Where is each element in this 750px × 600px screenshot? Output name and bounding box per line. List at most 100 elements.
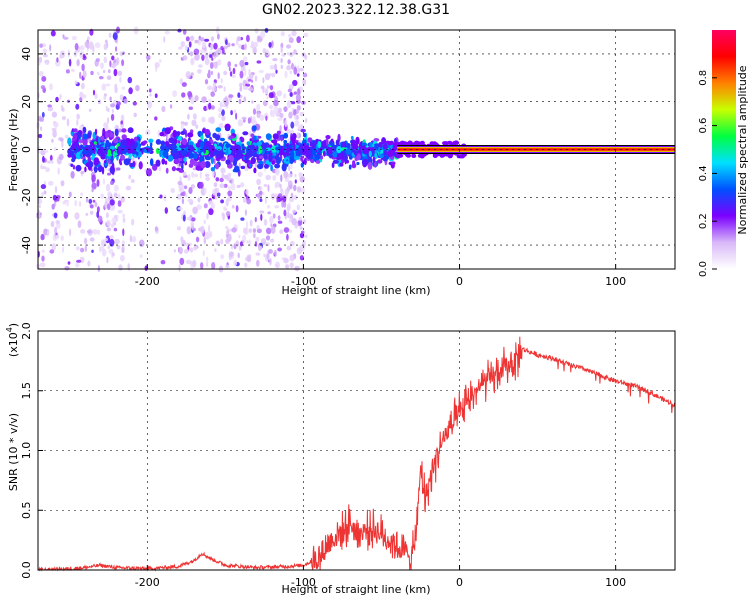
spectrogram-speckle — [245, 83, 251, 87]
spectrogram-speckle — [109, 235, 114, 239]
spectrogram-speckle — [183, 121, 188, 126]
spectrogram-speckle — [127, 263, 130, 271]
spectrogram-band-cell — [393, 138, 397, 144]
spectrogram-speckle — [270, 223, 273, 228]
spectrogram-speckle — [264, 87, 269, 95]
spectrogram-band-cell — [70, 144, 76, 151]
spectrogram-band-cell — [75, 146, 79, 153]
spectrogram-band-cell — [138, 161, 143, 170]
spectrogram-speckle — [277, 247, 282, 252]
spectrogram-speckle — [170, 187, 175, 194]
spectrogram-band-cell — [250, 133, 255, 138]
spectrogram-speckle — [100, 193, 104, 199]
spectrogram-speckle — [294, 114, 300, 121]
spectrogram-band-cell — [265, 147, 272, 152]
spectrogram-band-cell — [303, 133, 307, 138]
spectrogram-speckle — [259, 210, 265, 214]
spectrogram-speckle — [46, 230, 49, 237]
spectrogram-speckle — [286, 100, 292, 109]
spectrogram-band-cell — [372, 156, 376, 163]
spectrogram-band-cell — [331, 162, 335, 169]
spectrogram-speckle — [159, 59, 162, 63]
spectrogram-speckle — [179, 78, 183, 84]
spectrogram-speckle — [300, 187, 305, 194]
spectrogram-speckle — [188, 41, 192, 48]
spectrogram-speckle — [217, 33, 220, 40]
spectrogram-speckle — [248, 73, 254, 80]
spectrogram-speckle — [199, 37, 205, 42]
spectrogram-band-cell — [300, 155, 304, 162]
spectrogram-speckle — [277, 215, 281, 221]
spectrogram-speckle — [194, 95, 199, 102]
spectrogram-speckle — [103, 56, 108, 64]
spectrogram-band-cell — [149, 158, 154, 167]
spectrogram-speckle — [154, 93, 158, 98]
spectrogram-band-cell — [88, 148, 93, 156]
spectrogram-speckle — [96, 179, 100, 187]
spectrogram-speckle — [232, 67, 236, 75]
spectrogram-speckle — [237, 252, 240, 259]
spectrogram-speckle — [227, 190, 233, 197]
spectrogram-speckle — [296, 73, 300, 77]
spectrogram-speckle — [283, 106, 288, 112]
spectrogram-band-cell — [127, 127, 134, 134]
spectrogram-speckle — [216, 192, 221, 197]
spectrogram-speckle — [107, 172, 111, 176]
spectrogram-speckle — [248, 87, 254, 92]
spectrogram-speckle — [225, 264, 230, 269]
spectrogram-speckle — [55, 234, 60, 240]
spectrogram-band-cell — [268, 154, 273, 163]
spectrogram-speckle — [49, 154, 53, 161]
colorbar: 0.0 0.2 0.4 0.6 0.8 Normalized spectral ampl… — [698, 30, 749, 277]
spectrogram-speckle — [188, 187, 193, 194]
spectrogram-band-cell — [294, 156, 301, 160]
spectrogram-speckle — [50, 160, 54, 164]
spectrogram-speckle — [123, 98, 128, 104]
spectrogram-speckle — [280, 174, 283, 182]
spectrogram-x-tick-label: -100 — [291, 275, 316, 288]
spectrogram-band-cell — [291, 137, 296, 146]
spectrogram-band-cell — [70, 150, 75, 159]
spectrogram-band-cell — [215, 127, 222, 133]
spectrogram-speckle — [133, 112, 137, 118]
spectrogram-speckle — [243, 196, 247, 203]
spectrogram-band-cell — [314, 154, 321, 160]
spectrogram-speckle — [108, 32, 112, 38]
spectrogram-speckle — [292, 79, 298, 87]
spectrogram-speckle — [253, 41, 258, 48]
spectrogram-speckle — [279, 183, 282, 189]
spectrogram-speckle — [264, 73, 271, 81]
spectrogram-band-cell — [271, 160, 276, 165]
spectrogram-speckle — [296, 204, 300, 211]
spectrogram-speckle — [139, 254, 143, 259]
spectrogram-speckle — [149, 93, 152, 97]
spectrogram-speckle — [247, 117, 251, 124]
spectrogram-speckle — [202, 250, 205, 257]
spectrogram-band-cell — [313, 148, 316, 157]
spectrogram-halo-cell — [388, 152, 393, 157]
spectrogram-speckle — [244, 43, 247, 50]
spectrogram-speckle — [215, 61, 218, 66]
spectrogram-band-cell — [119, 161, 123, 166]
spectrogram-band-cell — [134, 154, 137, 158]
spectrogram-speckle — [110, 113, 115, 121]
spectrogram-band-cell — [225, 143, 232, 149]
spectrogram-band-cell — [283, 139, 288, 144]
spectrogram-speckle — [40, 233, 45, 241]
spectrogram-speckle — [39, 199, 43, 204]
spectrogram-speckle — [262, 47, 267, 54]
spectrogram-band-cell — [188, 141, 194, 146]
spectrogram-halo-cell — [411, 154, 417, 158]
spectrogram-speckle — [289, 51, 294, 57]
spectrogram-speckle — [101, 248, 107, 257]
spectrogram-band-cell — [361, 142, 367, 147]
spectrogram-speckle — [111, 108, 114, 114]
snr-y-tick-label: 2.0 — [20, 322, 33, 340]
spectrogram-speckle — [281, 190, 284, 197]
colorbar-label: Normalized spectral amplitude — [736, 65, 749, 234]
spectrogram-band-cell — [75, 164, 82, 172]
spectrogram-speckle — [185, 71, 191, 79]
spectrogram-speckle — [38, 70, 44, 77]
spectrogram-speckle — [244, 61, 249, 66]
spectrogram-speckle — [52, 130, 57, 138]
